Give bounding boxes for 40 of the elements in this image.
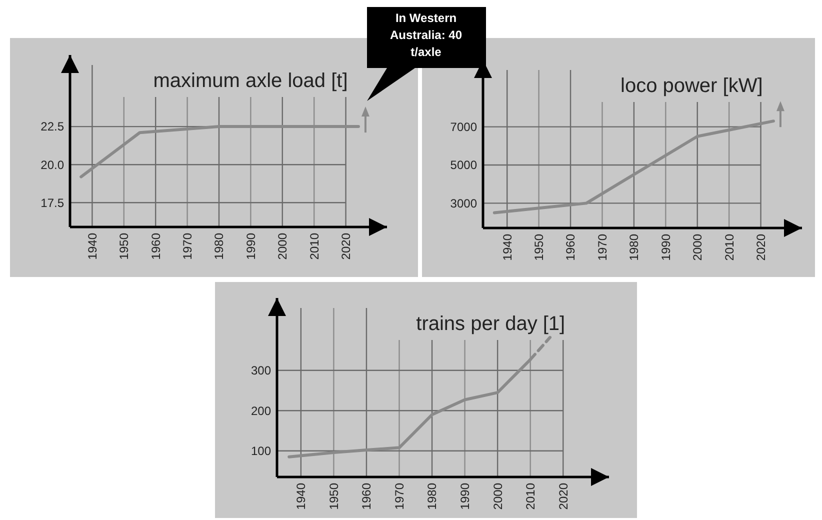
- x-tick-label: 1940: [294, 482, 308, 510]
- x-tick-label: 1940: [500, 234, 514, 261]
- text: loco power [kW]: [620, 75, 763, 97]
- x-tick-label: 1950: [326, 482, 341, 510]
- x-tick-label: 2010: [722, 234, 736, 261]
- x-tick-label: 2020: [338, 232, 353, 260]
- x-tick-label: 1990: [244, 232, 258, 260]
- x-tick-label: 2020: [556, 482, 570, 510]
- x-tick-label: 1980: [425, 482, 440, 510]
- y-tick-label: 5000: [450, 158, 478, 172]
- x-tick-label: 2000: [690, 234, 705, 261]
- x-tick-label: 1980: [212, 232, 226, 260]
- x-tick-label: 1990: [458, 482, 472, 510]
- x-tick-label: 1950: [117, 232, 132, 260]
- y-tick-label: 7000: [450, 120, 478, 134]
- x-tick-label: 2000: [276, 232, 290, 260]
- text: maximum axle load [t]: [153, 70, 348, 92]
- x-tick-label: 1960: [360, 482, 374, 510]
- y-tick-label: 300: [250, 364, 272, 378]
- x-tick-label: 1960: [148, 232, 163, 260]
- x-tick-label: 2010: [524, 482, 538, 510]
- y-tick-label: 17.5: [40, 196, 64, 210]
- x-tick-label: 1970: [595, 234, 610, 261]
- y-tick-label: 3000: [450, 196, 478, 210]
- x-tick-label: 2020: [754, 234, 768, 261]
- y-tick-label: 100: [250, 444, 272, 458]
- text: trains per day [1]: [416, 313, 566, 335]
- y-tick-label: 22.5: [40, 120, 64, 134]
- x-tick-label: 1960: [564, 234, 578, 261]
- y-tick-label: 20.0: [40, 158, 64, 172]
- x-tick-label: 2010: [307, 232, 322, 260]
- x-tick-label: 1940: [85, 232, 100, 260]
- x-tick-label: 1980: [627, 234, 642, 261]
- x-tick-label: 1950: [532, 234, 546, 261]
- x-tick-label: 1990: [658, 234, 673, 261]
- text: In Western Australia: 40 t/axle: [390, 11, 462, 59]
- x-tick-label: 2000: [490, 482, 505, 510]
- x-tick-label: 1970: [180, 232, 194, 260]
- y-tick-label: 200: [250, 404, 272, 418]
- x-tick-label: 1970: [392, 482, 406, 510]
